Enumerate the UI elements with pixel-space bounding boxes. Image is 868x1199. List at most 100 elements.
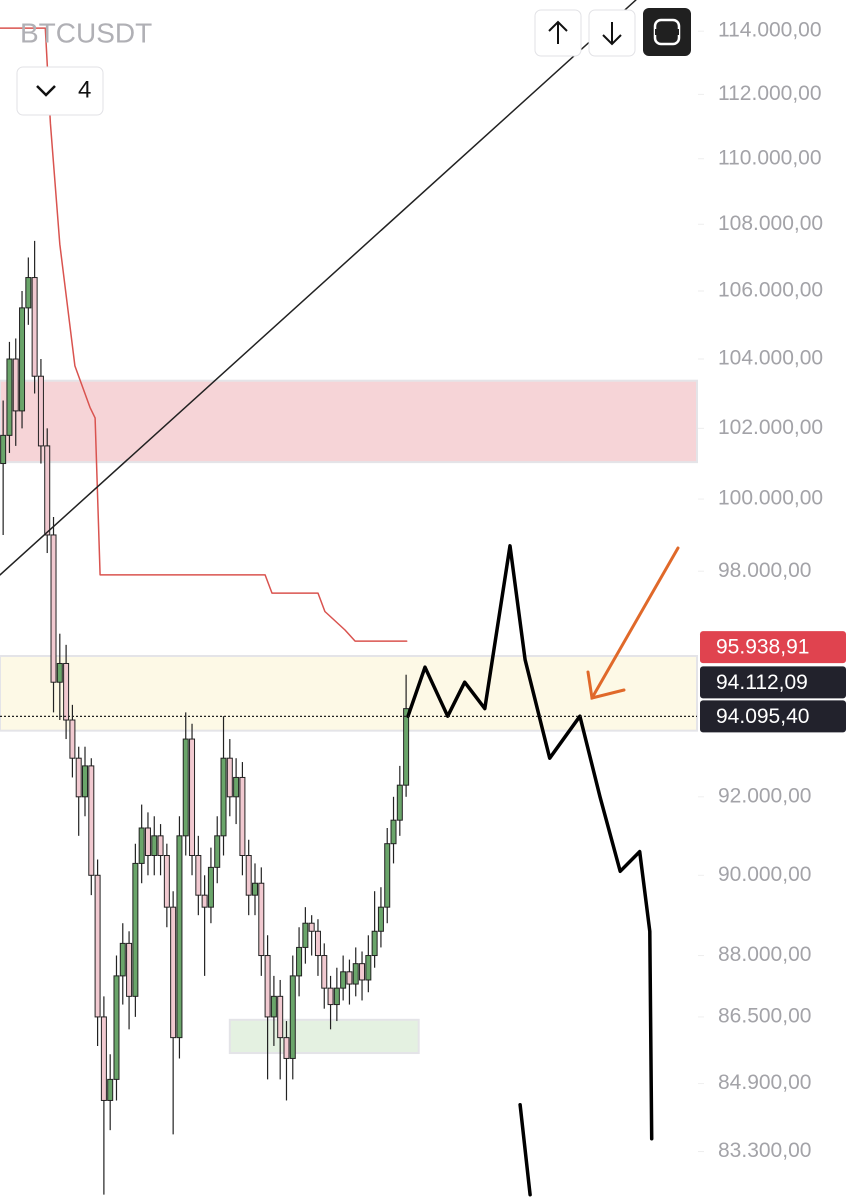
candle-body bbox=[270, 995, 277, 1018]
candle-body bbox=[163, 855, 170, 908]
candle-body bbox=[371, 930, 378, 957]
candle-body bbox=[390, 819, 397, 845]
y-tick-label: 110.000,00 bbox=[718, 146, 822, 169]
candle-body bbox=[37, 375, 44, 447]
candle-body bbox=[157, 835, 164, 857]
plot-area bbox=[0, 0, 698, 1197]
y-tick-label: 98.000,00 bbox=[718, 559, 811, 582]
candle-body bbox=[321, 955, 328, 989]
price-label-box bbox=[700, 700, 846, 733]
y-tick-label: 100.000,00 bbox=[718, 487, 823, 510]
price-label: 94.095,40 bbox=[716, 705, 809, 728]
candle-body bbox=[100, 1016, 107, 1101]
candle-body bbox=[377, 906, 384, 932]
candle-body bbox=[302, 922, 309, 948]
candle-body bbox=[214, 835, 221, 868]
candle-body bbox=[384, 843, 391, 908]
candle-body bbox=[277, 995, 284, 1039]
candle-body bbox=[0, 434, 7, 465]
candle-body bbox=[365, 955, 372, 981]
candle-body bbox=[252, 882, 258, 896]
price-label-box bbox=[700, 666, 846, 699]
candle-body bbox=[44, 445, 51, 536]
candle-body bbox=[151, 835, 158, 857]
candle-body bbox=[189, 738, 196, 857]
candle-body bbox=[31, 277, 38, 377]
scroll-down-button[interactable] bbox=[588, 9, 636, 57]
y-tick-label: 86.500,00 bbox=[718, 1004, 811, 1027]
candle-body bbox=[6, 358, 13, 436]
y-tick-label: 108.000,00 bbox=[718, 212, 823, 235]
y-tick-label: 88.000,00 bbox=[718, 943, 811, 966]
candle-body bbox=[201, 894, 208, 908]
candle-body bbox=[138, 827, 145, 864]
candle-body bbox=[82, 765, 88, 798]
candle-body bbox=[144, 827, 151, 857]
line bbox=[406, 544, 654, 1197]
y-tick-label: 114.000,00 bbox=[718, 19, 822, 42]
line bbox=[0, 27, 408, 642]
candle-body bbox=[333, 987, 340, 1006]
candle-body bbox=[264, 955, 271, 1018]
candle-body bbox=[182, 738, 189, 837]
price-axis: 114.000,00 112.000,00 110.000,00 108.000,00… bbox=[698, 19, 846, 1162]
symbol-title: BTCUSDT bbox=[20, 17, 152, 48]
candle-body bbox=[25, 277, 32, 309]
zone bbox=[228, 1018, 420, 1055]
candle-body bbox=[359, 963, 366, 981]
price-label-box bbox=[700, 631, 846, 664]
candle-body bbox=[113, 975, 120, 1080]
fullscreen-button[interactable] bbox=[643, 8, 691, 56]
candle-body bbox=[245, 855, 252, 896]
y-tick-label: 84.900,00 bbox=[718, 1071, 811, 1094]
price-label: 95.938,91 bbox=[716, 636, 809, 659]
candle-body bbox=[132, 862, 139, 997]
interval-dropdown[interactable]: 4 bbox=[16, 66, 104, 116]
candle-body bbox=[289, 975, 296, 1059]
candle-body bbox=[69, 719, 76, 759]
candle-body bbox=[226, 757, 233, 798]
candle-body bbox=[75, 757, 82, 798]
y-tick-label: 90.000,00 bbox=[718, 863, 811, 886]
candle-body bbox=[12, 358, 19, 412]
candle-body bbox=[94, 874, 101, 1018]
candle-body bbox=[314, 930, 321, 957]
candle-body bbox=[63, 662, 70, 721]
candle-body bbox=[283, 1037, 290, 1059]
candle-body bbox=[239, 776, 246, 857]
candle-body bbox=[396, 784, 403, 821]
zone bbox=[0, 379, 698, 464]
candle-body bbox=[195, 855, 202, 896]
y-tick-label: 83.300,00 bbox=[718, 1139, 811, 1162]
candle-body bbox=[207, 866, 214, 908]
price-label: 94.112,09 bbox=[716, 671, 808, 694]
candle-body bbox=[56, 662, 63, 683]
y-tick-label: 92.000,00 bbox=[718, 784, 811, 807]
scroll-up-button[interactable] bbox=[534, 9, 582, 57]
candle-body bbox=[50, 534, 57, 683]
candle-body bbox=[19, 307, 26, 412]
candle-body bbox=[176, 835, 183, 1039]
candle-body bbox=[308, 922, 315, 932]
candle-body bbox=[88, 765, 95, 876]
candle-body bbox=[327, 987, 334, 1006]
line bbox=[0, 0, 637, 576]
candle-body bbox=[220, 757, 227, 837]
candle-body bbox=[170, 906, 177, 1039]
candle-body bbox=[346, 971, 353, 985]
candle-body bbox=[107, 1078, 114, 1101]
candle-body bbox=[403, 708, 410, 786]
candle-body bbox=[233, 776, 240, 798]
y-tick-label: 106.000,00 bbox=[718, 279, 823, 302]
candle-body bbox=[119, 942, 126, 977]
y-tick-label: 104.000,00 bbox=[718, 347, 823, 370]
candle-body bbox=[352, 963, 359, 985]
candle-body bbox=[126, 942, 133, 997]
annotation-arrow bbox=[586, 546, 680, 700]
y-tick-label: 112.000,00 bbox=[718, 82, 822, 105]
candle-body bbox=[296, 946, 303, 977]
candle-body bbox=[340, 971, 347, 989]
y-tick-label: 102.000,00 bbox=[718, 416, 823, 439]
